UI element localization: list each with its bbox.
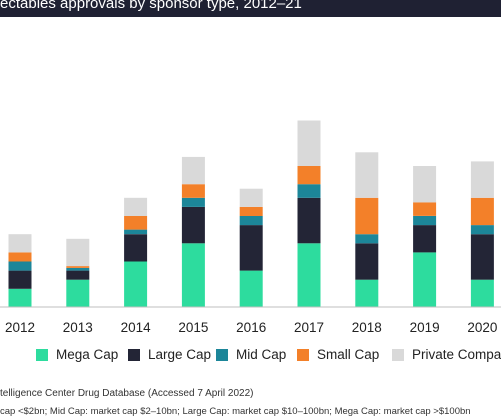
chart-title: ectables approvals by sponsor type, 2012… (0, 0, 302, 12)
legend-swatch (216, 348, 228, 361)
bar-mid-cap-2020 (470, 225, 494, 235)
bar-small-cap-2020 (470, 197, 494, 226)
market-cap-definition-note: cap <$2bn; Mid Cap: market cap $2–10bn; … (0, 406, 471, 417)
x-tick-label-2012: 2012 (5, 320, 35, 335)
x-tick-label-2019: 2019 (410, 320, 440, 335)
bar-large-cap-2012 (8, 270, 32, 289)
bar-large-cap-2015 (181, 206, 205, 244)
legend-swatch (128, 348, 140, 361)
bar-mid-cap-2018 (355, 234, 379, 244)
bar-mega-cap-2017 (297, 243, 321, 307)
x-tick-label-2018: 2018 (352, 320, 382, 335)
bar-mid-cap-2017 (297, 184, 321, 198)
bar-mid-cap-2013 (66, 267, 90, 271)
x-tick-label-2017: 2017 (294, 320, 324, 335)
bar-small-cap-2016 (239, 206, 263, 216)
bar-large-cap-2014 (124, 234, 148, 262)
bar-mega-cap-2012 (8, 288, 32, 307)
bar-mid-cap-2019 (413, 216, 437, 226)
legend-label: Private Compan (412, 347, 501, 362)
legend-label: Mid Cap (236, 347, 287, 362)
bar-private-compan-2020 (470, 161, 494, 198)
bar-large-cap-2020 (470, 234, 494, 280)
x-tick-labels: 2012201320142015201620172018201920202021 (5, 320, 497, 335)
bar-small-cap-2014 (124, 216, 148, 230)
bar-mega-cap-2014 (124, 261, 148, 307)
bar-private-compan-2018 (355, 152, 379, 198)
legend-label: Mega Cap (56, 347, 119, 362)
bar-large-cap-2019 (413, 225, 437, 253)
legend-swatch (297, 348, 309, 361)
bar-small-cap-2017 (297, 166, 321, 185)
bar-small-cap-2018 (355, 197, 379, 235)
bar-mega-cap-2015 (181, 243, 205, 307)
x-tick-label-2013: 2013 (63, 320, 93, 335)
bar-private-compan-2014 (124, 197, 148, 216)
source-note: telligence Center Drug Database (Accesse… (0, 388, 254, 399)
legend-item-mid-cap: Mid Cap (216, 347, 286, 362)
bar-private-compan-2019 (413, 166, 437, 203)
title-bar: ectables approvals by sponsor type, 2012… (0, 0, 501, 17)
x-tick-label-2020: 2020 (467, 320, 497, 335)
bar-mega-cap-2020 (470, 279, 494, 307)
bar-mid-cap-2015 (181, 197, 205, 207)
bar-large-cap-2018 (355, 243, 379, 280)
bar-mid-cap-2012 (8, 261, 32, 271)
legend-item-private-compan: Private Compan (392, 347, 501, 362)
legend-item-small-cap: Small Cap (297, 347, 379, 362)
bar-small-cap-2015 (181, 184, 205, 198)
bar-group (8, 120, 494, 307)
bar-large-cap-2013 (66, 270, 90, 280)
bar-small-cap-2019 (413, 202, 437, 216)
legend-label: Small Cap (317, 347, 380, 362)
bar-mid-cap-2016 (239, 216, 263, 226)
bar-mega-cap-2016 (239, 270, 263, 307)
bar-mega-cap-2013 (66, 279, 90, 307)
bar-small-cap-2012 (8, 252, 32, 262)
bar-private-compan-2012 (8, 234, 32, 253)
bar-mid-cap-2014 (124, 229, 148, 235)
bar-private-compan-2013 (66, 238, 90, 267)
x-tick-label-2016: 2016 (236, 320, 266, 335)
legend-swatch (392, 348, 404, 361)
bar-private-compan-2015 (181, 156, 205, 185)
x-tick-label-2015: 2015 (178, 320, 208, 335)
legend-item-mega-cap: Mega Cap (36, 347, 118, 362)
bar-small-cap-2013 (66, 266, 90, 268)
legend-label: Large Cap (148, 347, 212, 362)
bar-private-compan-2017 (297, 120, 321, 166)
legend-item-large-cap: Large Cap (128, 347, 211, 362)
bar-mega-cap-2019 (413, 252, 437, 307)
stacked-bar-chart: 2012201320142015201620172018201920202021 (0, 120, 501, 335)
x-tick-label-2014: 2014 (121, 320, 152, 335)
bar-large-cap-2017 (297, 197, 321, 244)
bar-large-cap-2016 (239, 225, 263, 271)
bar-mega-cap-2018 (355, 279, 379, 307)
bar-private-compan-2016 (239, 188, 263, 207)
legend: Mega Cap Large Cap Mid Cap Small Cap Private… (0, 347, 501, 369)
legend-swatch (36, 348, 48, 361)
